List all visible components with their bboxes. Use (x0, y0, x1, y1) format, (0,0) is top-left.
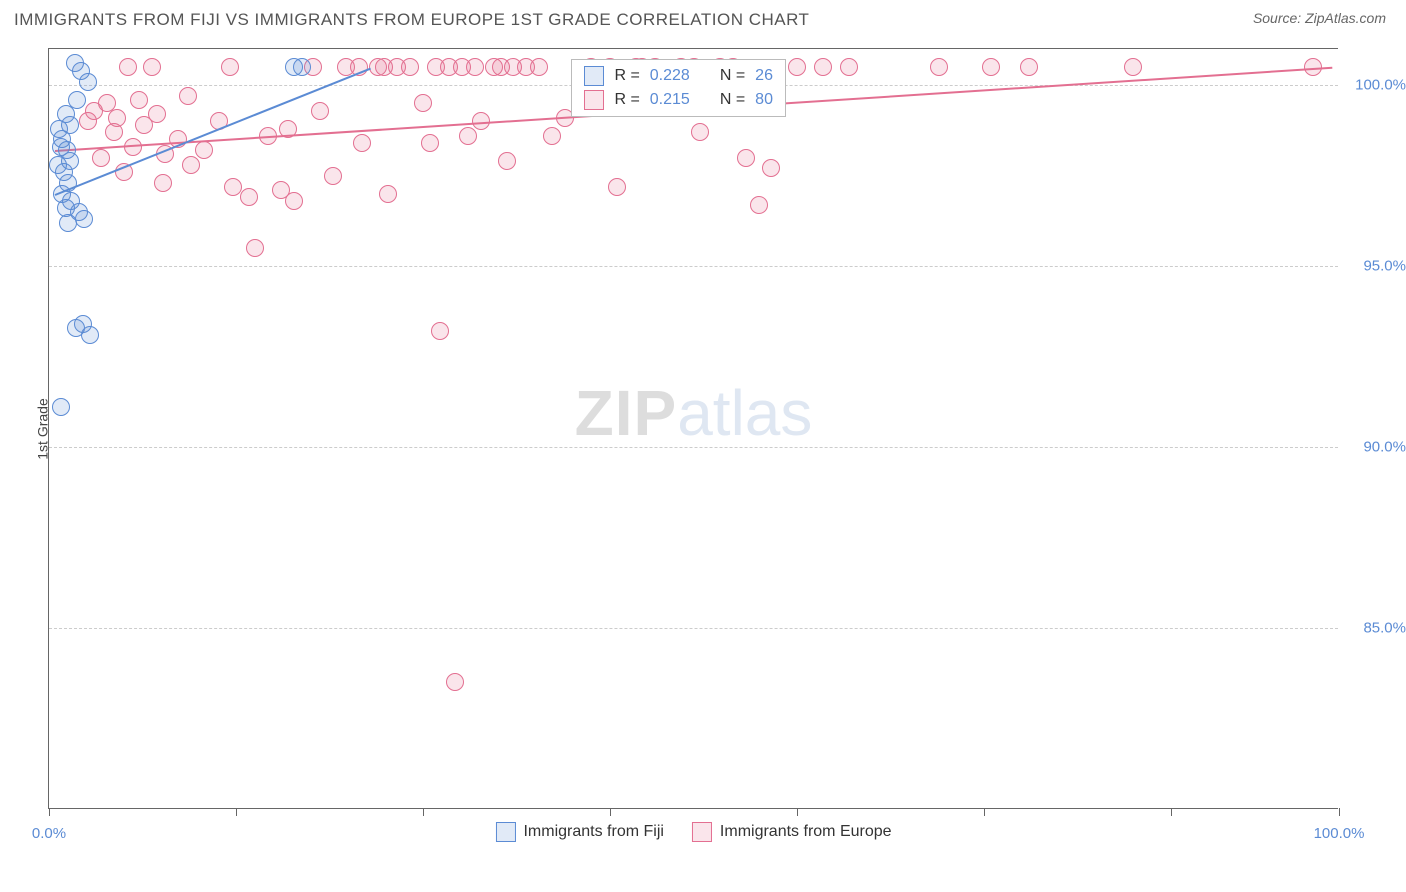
data-point (1304, 58, 1322, 76)
data-point (285, 192, 303, 210)
x-tick (1339, 808, 1340, 816)
x-tick (236, 808, 237, 816)
legend-r-label: R = (614, 91, 639, 109)
data-point (246, 239, 264, 257)
data-point (840, 58, 858, 76)
data-point (431, 322, 449, 340)
watermark-zip: ZIP (575, 377, 678, 449)
chart-container: 1st Grade ZIPatlas 85.0%90.0%95.0%100.0%… (48, 48, 1338, 808)
data-point (130, 91, 148, 109)
legend-stats: R = 0.228 N = 26 R = 0.215 N = 80 (571, 59, 786, 117)
data-point (750, 196, 768, 214)
data-point (762, 159, 780, 177)
data-point (472, 112, 490, 130)
data-point (143, 58, 161, 76)
data-point (59, 214, 77, 232)
data-point (814, 58, 832, 76)
data-point (737, 149, 755, 167)
data-point (414, 94, 432, 112)
x-tick (984, 808, 985, 816)
chart-title: IMMIGRANTS FROM FIJI VS IMMIGRANTS FROM … (14, 10, 809, 30)
data-point (195, 141, 213, 159)
data-point (52, 138, 70, 156)
data-point (279, 120, 297, 138)
y-tick-label: 85.0% (1363, 620, 1406, 637)
data-point (379, 185, 397, 203)
data-point (459, 127, 477, 145)
y-tick-label: 95.0% (1363, 258, 1406, 275)
data-point (179, 87, 197, 105)
data-point (421, 134, 439, 152)
data-point (108, 109, 126, 127)
legend-swatch (692, 822, 712, 842)
legend-swatch (584, 90, 604, 110)
data-point (81, 326, 99, 344)
data-point (311, 102, 329, 120)
data-point (221, 58, 239, 76)
x-tick-label: 100.0% (1314, 825, 1365, 842)
legend-n-value: 80 (755, 91, 773, 109)
legend-label: Immigrants from Europe (720, 823, 892, 841)
data-point (240, 188, 258, 206)
data-point (50, 120, 68, 138)
data-point (1124, 58, 1142, 76)
legend-r-value: 0.215 (650, 91, 690, 109)
data-point (1020, 58, 1038, 76)
watermark-atlas: atlas (677, 377, 812, 449)
data-point (691, 123, 709, 141)
gridline-h (49, 628, 1338, 629)
legend-label: Immigrants from Fiji (523, 823, 663, 841)
data-point (930, 58, 948, 76)
data-point (324, 167, 342, 185)
legend-item: Immigrants from Europe (692, 822, 892, 842)
bottom-legend: Immigrants from Fiji Immigrants from Euro… (495, 822, 891, 842)
y-tick-label: 100.0% (1355, 77, 1406, 94)
legend-r-value: 0.228 (650, 67, 690, 85)
data-point (788, 58, 806, 76)
data-point (79, 73, 97, 91)
source-label: Source: ZipAtlas.com (1253, 10, 1386, 26)
data-point (124, 138, 142, 156)
data-point (49, 156, 67, 174)
data-point (68, 91, 86, 109)
data-point (498, 152, 516, 170)
plot-area: ZIPatlas 85.0%90.0%95.0%100.0%0.0%100.0%… (48, 49, 1338, 809)
legend-item: Immigrants from Fiji (495, 822, 663, 842)
y-tick-label: 90.0% (1363, 439, 1406, 456)
data-point (52, 398, 70, 416)
x-tick (1171, 808, 1172, 816)
data-point (982, 58, 1000, 76)
legend-swatch (584, 66, 604, 86)
x-tick (610, 808, 611, 816)
legend-n-value: 26 (755, 67, 773, 85)
legend-swatch (495, 822, 515, 842)
data-point (608, 178, 626, 196)
legend-n-label: N = (720, 67, 745, 85)
data-point (148, 105, 166, 123)
legend-r-label: R = (614, 67, 639, 85)
data-point (401, 58, 419, 76)
data-point (182, 156, 200, 174)
data-point (119, 58, 137, 76)
legend-n-label: N = (720, 91, 745, 109)
data-point (92, 149, 110, 167)
data-point (446, 673, 464, 691)
data-point (543, 127, 561, 145)
legend-stats-row: R = 0.228 N = 26 (584, 64, 773, 88)
x-tick-label: 0.0% (32, 825, 66, 842)
gridline-h (49, 266, 1338, 267)
legend-stats-row: R = 0.215 N = 80 (584, 88, 773, 112)
watermark: ZIPatlas (575, 376, 813, 450)
data-point (259, 127, 277, 145)
x-tick (423, 808, 424, 816)
data-point (530, 58, 548, 76)
gridline-h (49, 447, 1338, 448)
x-tick (49, 808, 50, 816)
data-point (293, 58, 311, 76)
data-point (353, 134, 371, 152)
data-point (75, 210, 93, 228)
data-point (466, 58, 484, 76)
x-tick (797, 808, 798, 816)
data-point (154, 174, 172, 192)
